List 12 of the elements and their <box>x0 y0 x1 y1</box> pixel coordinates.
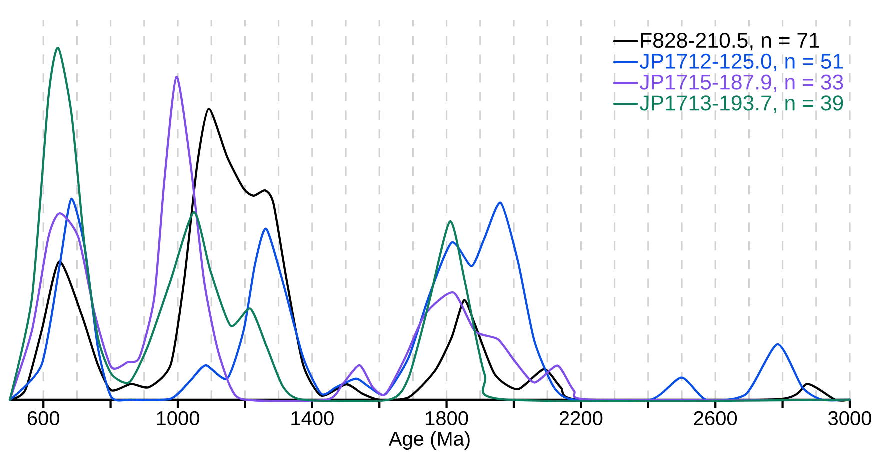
x-tick-label: 3000 <box>828 411 872 426</box>
legend-label: JP1715-187.9, n = 33 <box>640 74 844 92</box>
x-tick-label: 2200 <box>560 411 603 426</box>
legend-label: JP1713-193.7, n = 39 <box>640 96 844 114</box>
legend-label: F828-210.5, n = 71 <box>641 32 820 51</box>
x-tick-label: 2600 <box>694 411 738 426</box>
x-tick-label: 600 <box>28 411 60 426</box>
x-tick-label: 1800 <box>426 411 468 426</box>
legend-label: JP1712-125.0, n = 51 <box>640 54 844 72</box>
x-axis-title: Age (Ma) <box>388 431 470 450</box>
x-tick-label: 1000 <box>157 411 200 426</box>
x-tick-label: 1400 <box>292 411 334 426</box>
